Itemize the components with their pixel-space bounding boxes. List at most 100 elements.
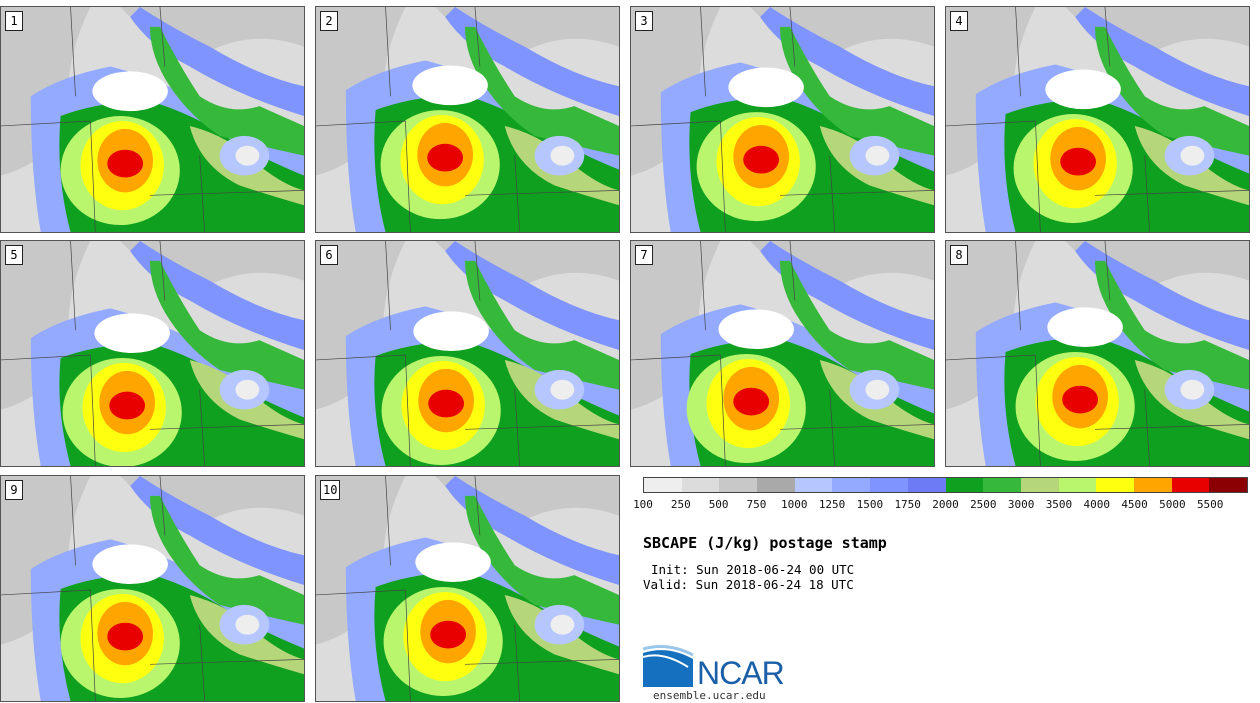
map-shading [92, 71, 168, 112]
colorbar-tick-label: 3500 [1045, 498, 1073, 511]
map-shading [1, 476, 304, 701]
member-panel-4: 4 [945, 6, 1250, 233]
colorbar-tick-label: 3000 [1007, 498, 1035, 511]
map-shading [465, 495, 619, 625]
map-shading [235, 614, 260, 635]
map-shading [120, 7, 304, 57]
map-shading [92, 544, 168, 585]
colorbar-tick-label: 100 [633, 498, 653, 511]
map-shading [1062, 385, 1098, 414]
colorbar-swatch [832, 478, 871, 492]
colorbar-tick-label: 1750 [894, 498, 921, 511]
panel-number: 6 [320, 245, 338, 265]
map-shading [743, 145, 780, 174]
colorbar-tick-label: 2000 [932, 498, 959, 511]
colorbar-tick-label: 1250 [818, 498, 846, 511]
map-shading [150, 495, 304, 625]
member-panel-10: 10 [315, 475, 620, 702]
map-shading [550, 379, 575, 400]
map-shading [316, 476, 619, 701]
cape-map [1, 476, 304, 701]
map-shading [130, 476, 304, 586]
map-shading [109, 391, 146, 420]
panel-number: 10 [320, 480, 341, 500]
cape-map [316, 241, 619, 466]
colorbar-tick-label: 5000 [1159, 498, 1186, 511]
map-shading [435, 241, 619, 291]
map-shading [750, 7, 934, 57]
ncar-logo-icon [643, 645, 694, 687]
member-panel-9: 9 [0, 475, 305, 702]
map-shading [427, 143, 464, 172]
map-shading [107, 149, 144, 178]
map-shading [413, 311, 489, 352]
cape-map [1, 241, 304, 466]
map-shading [760, 7, 934, 117]
colorbar-swatch [794, 478, 833, 492]
colorbar-swatch [983, 478, 1021, 492]
map-shading [1047, 307, 1123, 348]
member-panel-6: 6 [315, 240, 620, 467]
valid-time: Valid: Sun 2018-06-24 18 UTC [643, 577, 854, 592]
panel-number: 4 [950, 11, 968, 31]
init-time: Init: Sun 2018-06-24 00 UTC [651, 562, 855, 577]
panel-number: 8 [950, 245, 968, 265]
colorbar-swatch [907, 478, 946, 492]
colorbar-tick-label: 4500 [1121, 498, 1148, 511]
map-shading [120, 476, 304, 526]
map-shading [435, 7, 619, 57]
cape-colorbar [643, 477, 1248, 493]
colorbar-swatch [945, 478, 984, 492]
ncar-logo-text: NCAR [697, 655, 785, 691]
colorbar-swatch [1020, 478, 1059, 492]
colorbar-swatch [757, 478, 795, 492]
map-shading [235, 379, 260, 400]
colorbar-tick-label: 750 [746, 498, 767, 511]
map-shading [1095, 26, 1249, 156]
map-shading [445, 241, 619, 351]
cape-map [946, 7, 1249, 232]
colorbar-swatch [681, 478, 720, 492]
map-shading [235, 145, 260, 166]
colorbar-swatch [870, 478, 908, 492]
map-shading [550, 614, 575, 635]
map-shading [1, 241, 91, 410]
map-shading [780, 260, 934, 390]
map-shading [1, 7, 304, 232]
map-shading [316, 241, 619, 466]
colorbar-swatch [1058, 478, 1097, 492]
cape-map [946, 241, 1249, 466]
map-shading [445, 7, 619, 117]
map-shading [465, 26, 619, 156]
map-shading [130, 241, 304, 351]
map-shading [865, 379, 890, 400]
panel-number: 2 [320, 11, 338, 31]
map-shading [1180, 379, 1205, 400]
colorbar-swatch [1096, 478, 1134, 492]
map-shading [107, 622, 144, 651]
member-panel-1: 1 [0, 6, 305, 233]
colorbar-tick-label: 250 [670, 498, 691, 511]
map-shading [435, 476, 619, 526]
colorbar-swatch [1171, 478, 1210, 492]
map-shading [120, 241, 304, 291]
map-shading [465, 260, 619, 390]
map-shading [1060, 147, 1097, 176]
map-shading [412, 65, 488, 106]
map-shading [733, 387, 770, 416]
map-shading [150, 260, 304, 390]
map-shading [1075, 241, 1249, 351]
map-shading [1065, 7, 1249, 57]
panel-number: 9 [5, 480, 23, 500]
map-shading [1180, 145, 1205, 166]
map-shading [728, 67, 804, 108]
colorbar-swatch [644, 478, 682, 492]
map-shading [760, 241, 934, 351]
map-shading [1, 241, 304, 466]
colorbar-tick-labels: 100 250 500 750 1000 1250 1500 1750 2000 2500 3000… [633, 498, 1253, 512]
map-shading [631, 7, 934, 232]
map-shading [150, 26, 304, 156]
map-shading [316, 7, 619, 232]
map-shading [631, 241, 934, 466]
colorbar-swatch [1209, 478, 1247, 492]
